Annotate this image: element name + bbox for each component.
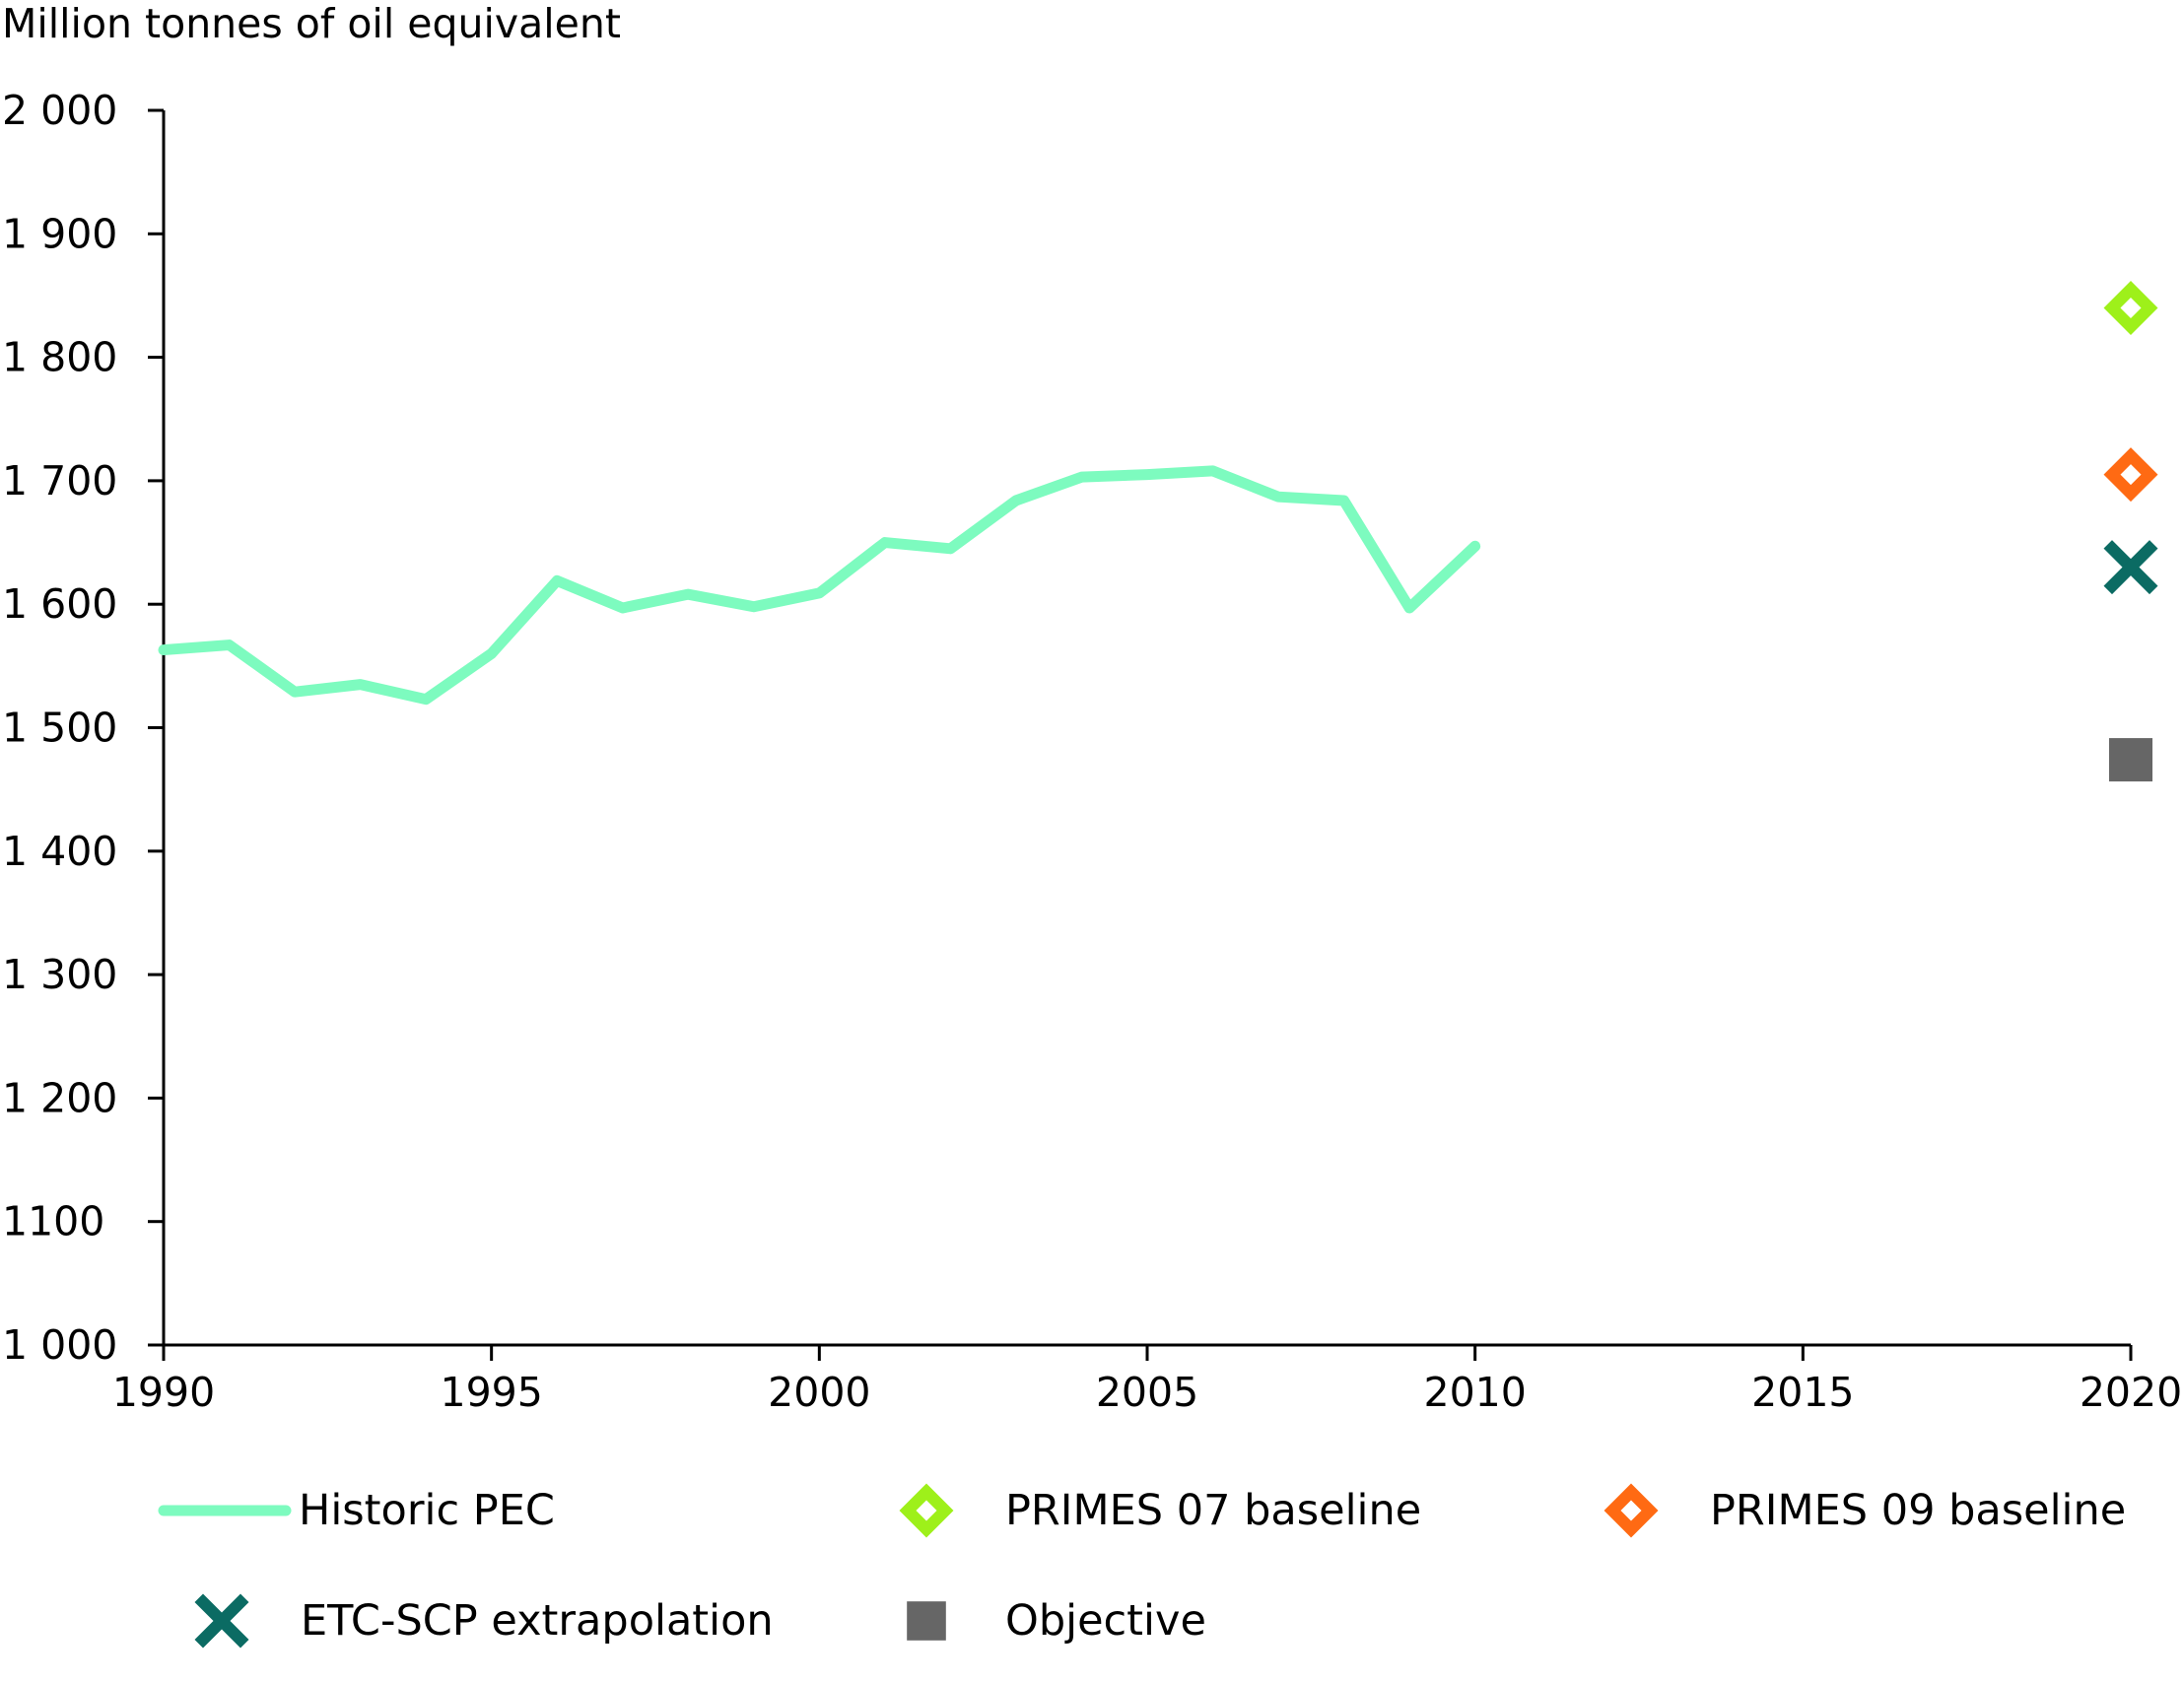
y-tick-label: 1 900 xyxy=(2,210,117,257)
legend-item: Historic PEC xyxy=(158,1481,853,1540)
data-point-cross xyxy=(2103,540,2158,595)
series-line-historic-pec xyxy=(158,465,1481,706)
legend-label: Historic PEC xyxy=(299,1486,555,1535)
legend-item: PRIMES 07 baseline xyxy=(899,1481,1592,1540)
legend-label: PRIMES 09 baseline xyxy=(1710,1486,2127,1535)
y-tick-label: 1 600 xyxy=(2,580,117,628)
legend-item: Objective xyxy=(902,1591,1592,1650)
data-point-diamond xyxy=(2103,280,2158,335)
x-tick-label: 1995 xyxy=(440,1369,542,1416)
y-axis-title: Million tonnes of oil equivalent xyxy=(2,0,621,47)
x-tick-label: 2020 xyxy=(2080,1369,2182,1416)
y-tick-label: 1 000 xyxy=(2,1321,117,1369)
y-tick-label: 1 700 xyxy=(2,457,117,505)
legend-swatch xyxy=(194,1593,249,1648)
x-tick-label: 2010 xyxy=(1423,1369,1526,1416)
legend-swatch xyxy=(158,1505,292,1516)
y-tick-label: 1100 xyxy=(2,1198,104,1245)
data-point-diamond xyxy=(2103,447,2158,503)
x-tick-label: 1990 xyxy=(112,1369,215,1416)
legend-label: PRIMES 07 baseline xyxy=(1005,1486,1422,1535)
legend-swatch xyxy=(907,1601,946,1641)
x-tick-label: 2000 xyxy=(768,1369,870,1416)
y-tick-label: 2 000 xyxy=(2,87,117,134)
x-tick-label: 2005 xyxy=(1096,1369,1198,1416)
legend-label: Objective xyxy=(1005,1596,1206,1646)
y-tick-label: 1 200 xyxy=(2,1074,117,1121)
legend-item: PRIMES 09 baseline xyxy=(1604,1481,2184,1540)
legend-swatch xyxy=(1604,1483,1659,1538)
y-tick-label: 1 400 xyxy=(2,828,117,875)
legend-swatch xyxy=(899,1483,954,1538)
data-point-square xyxy=(2109,738,2152,782)
y-tick-label: 1 300 xyxy=(2,951,117,998)
y-tick-label: 1 500 xyxy=(2,705,117,752)
y-tick-label: 1 800 xyxy=(2,334,117,381)
x-tick-label: 2015 xyxy=(1751,1369,1854,1416)
legend-item: ETC-SCP extrapolation xyxy=(163,1591,853,1650)
legend-label: ETC-SCP extrapolation xyxy=(301,1596,774,1646)
